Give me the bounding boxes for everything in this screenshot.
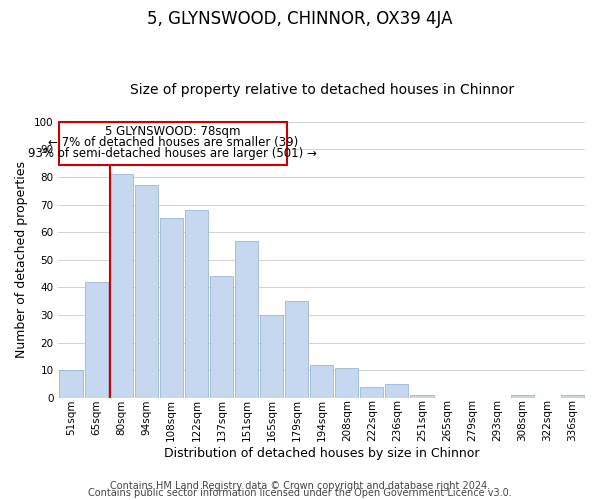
Bar — [85, 282, 107, 398]
Title: Size of property relative to detached houses in Chinnor: Size of property relative to detached ho… — [130, 83, 514, 97]
Bar — [385, 384, 409, 398]
Text: 5 GLYNSWOOD: 78sqm: 5 GLYNSWOOD: 78sqm — [105, 125, 241, 138]
FancyBboxPatch shape — [59, 122, 287, 164]
Bar — [235, 240, 258, 398]
Bar — [260, 315, 283, 398]
Bar — [160, 218, 183, 398]
Text: Contains HM Land Registry data © Crown copyright and database right 2024.: Contains HM Land Registry data © Crown c… — [110, 481, 490, 491]
Bar — [310, 365, 333, 398]
Bar — [59, 370, 83, 398]
Bar — [511, 395, 534, 398]
Bar — [134, 186, 158, 398]
Text: ← 7% of detached houses are smaller (39): ← 7% of detached houses are smaller (39) — [47, 136, 298, 149]
Bar — [410, 395, 434, 398]
Bar — [210, 276, 233, 398]
Text: 5, GLYNSWOOD, CHINNOR, OX39 4JA: 5, GLYNSWOOD, CHINNOR, OX39 4JA — [147, 10, 453, 28]
X-axis label: Distribution of detached houses by size in Chinnor: Distribution of detached houses by size … — [164, 447, 479, 460]
Bar — [335, 368, 358, 398]
Bar — [285, 302, 308, 398]
Text: Contains public sector information licensed under the Open Government Licence v3: Contains public sector information licen… — [88, 488, 512, 498]
Bar — [361, 387, 383, 398]
Bar — [561, 395, 584, 398]
Bar — [185, 210, 208, 398]
Bar — [110, 174, 133, 398]
Y-axis label: Number of detached properties: Number of detached properties — [16, 162, 28, 358]
Text: 93% of semi-detached houses are larger (501) →: 93% of semi-detached houses are larger (… — [28, 147, 317, 160]
